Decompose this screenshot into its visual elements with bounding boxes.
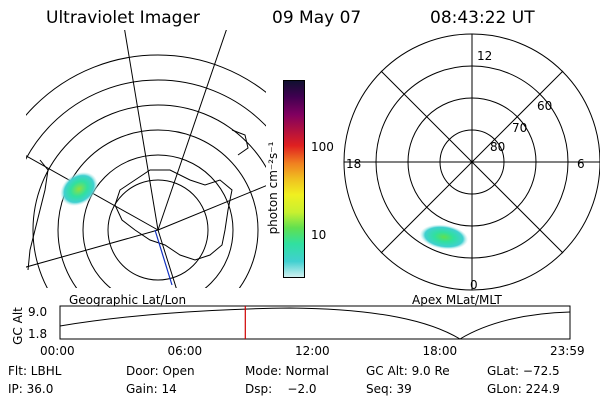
right-panel-caption: Apex MLat/MLT [412, 293, 502, 307]
info-ip: IP: 36.0 [8, 382, 54, 396]
info-gain: Gain: 14 [126, 382, 177, 396]
info-gc-alt: GC Alt: 9.0 Re [366, 364, 450, 378]
geographic-map [26, 30, 266, 288]
mlt-label-6: 6 [577, 157, 585, 171]
lat-label-60: 60 [537, 99, 552, 113]
aurora-blob-mag [420, 224, 468, 250]
time-tick-label: 06:00 [167, 344, 203, 358]
info-dsp: Dsp: −2.0 [245, 382, 317, 396]
header-date: 09 May 07 [272, 8, 362, 28]
aurora-blob-geo [60, 172, 98, 206]
info-mode: Mode: Normal [245, 364, 329, 378]
altitude-curve [59, 307, 571, 340]
colorbar-unit-label: photon cm⁻²s⁻¹ [266, 141, 280, 235]
magnetic-polar-map: 12 18 6 0 60 70 80 [343, 33, 600, 292]
mlt-label-12: 12 [477, 49, 492, 63]
mlt-label-18: 18 [346, 157, 361, 171]
mlt-label-0: 0 [470, 278, 478, 292]
colorbar-tick-10: 10 [311, 228, 327, 242]
lat-label-70: 70 [512, 121, 527, 135]
time-tick-label: 00:00 [40, 344, 75, 358]
left-panel-caption: Geographic Lat/Lon [69, 293, 187, 307]
info-glat: GLat: −72.5 [487, 364, 560, 378]
colorbar-tick-100: 100 [311, 140, 334, 154]
time-tick-label: 18:00 [422, 344, 458, 358]
colorbar [283, 80, 305, 278]
header-time: 08:43:22 UT [430, 8, 535, 28]
altitude-tick-9: 9.0 [28, 305, 48, 319]
app-title: Ultraviolet Imager [46, 8, 200, 28]
time-tick-label: 12:00 [295, 344, 330, 358]
altitude-axis-title: GC Alt [11, 307, 25, 345]
info-flt: Flt: LBHL [8, 364, 62, 378]
info-glon: GLon: 224.9 [487, 382, 560, 396]
info-door: Door: Open [126, 364, 195, 378]
time-tick-label: 23:59 [550, 344, 585, 358]
altitude-tick-1.8: 1.8 [28, 327, 48, 341]
lat-label-80: 80 [490, 140, 505, 154]
altitude-plot [59, 305, 571, 340]
info-seq: Seq: 39 [366, 382, 412, 396]
